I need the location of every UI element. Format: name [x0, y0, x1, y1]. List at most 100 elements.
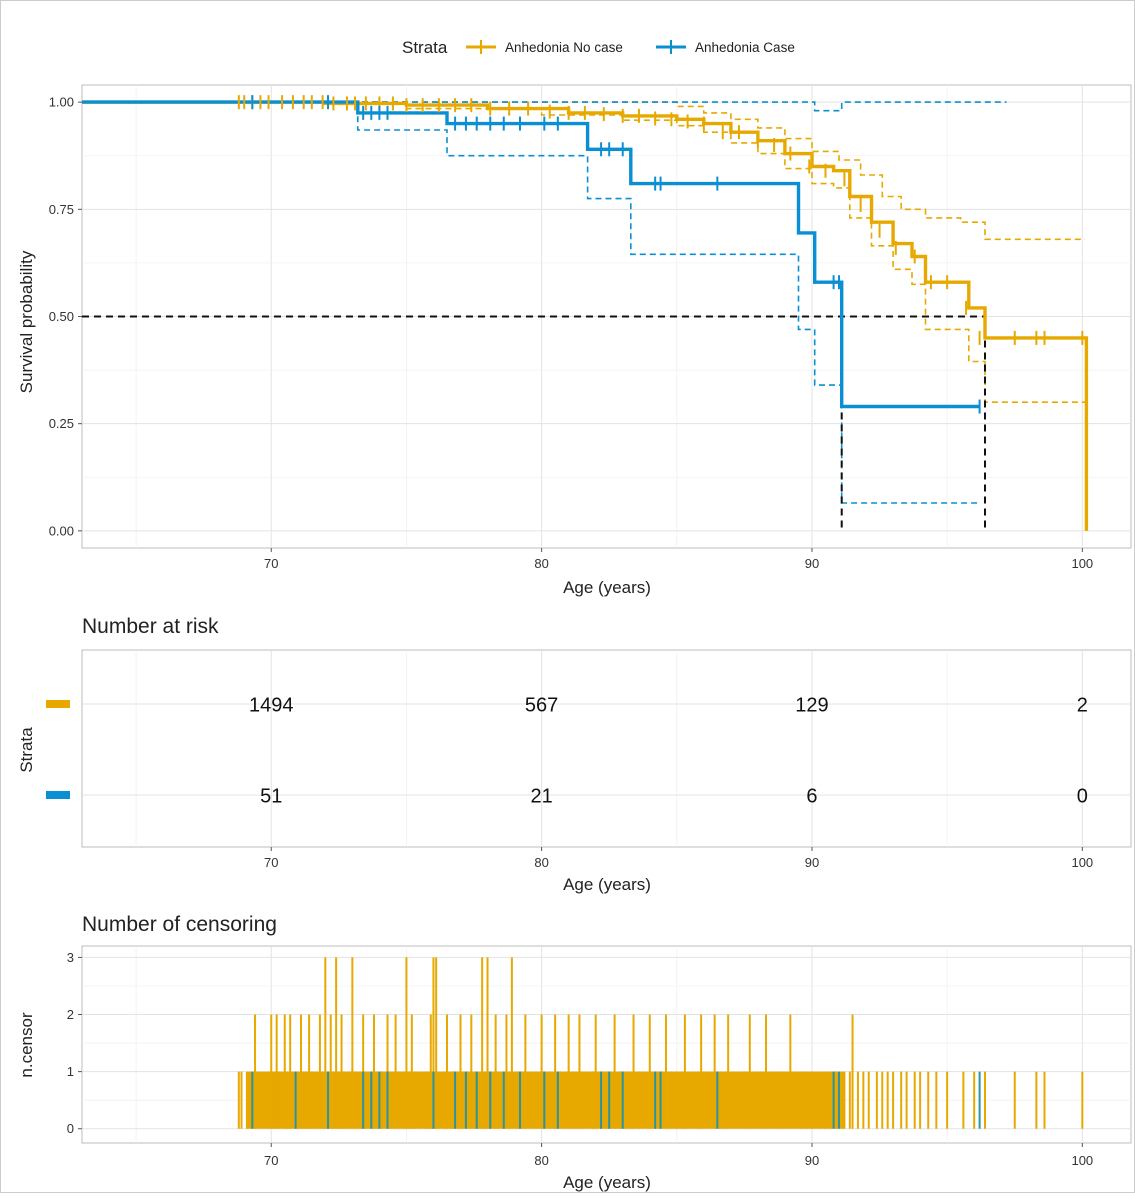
censor-bar-no-case-band — [498, 1071, 504, 1129]
censor-bar-no-case-band — [468, 1071, 477, 1129]
survival-y-ticks: 0.00 0.25 0.50 0.75 1.00 — [49, 95, 82, 538]
censoring-y-ticks: 0 1 2 3 — [67, 950, 82, 1136]
censor-bar-no-case-band — [693, 1071, 699, 1129]
censor-bar-no-case-band — [257, 1071, 264, 1129]
censor-bar-no-case-band — [295, 1071, 299, 1129]
censoring-title: Number of censoring — [82, 913, 277, 936]
censor-bar-no-case-band — [825, 1071, 831, 1129]
risk-x-tick-label: 70 — [264, 855, 278, 870]
censor-bar-no-case-band — [582, 1071, 588, 1129]
x-tick-label: 100 — [1071, 556, 1093, 571]
risk-x-tick-label: 90 — [805, 855, 819, 870]
censor-bar-no-case-band — [365, 1071, 372, 1129]
censor-bar-no-case-band — [490, 1071, 499, 1129]
censoring-x-ticks: 70 80 90 100 — [264, 1143, 1093, 1168]
censor-bar-no-case-band — [565, 1071, 575, 1129]
censor-bar-no-case-band — [755, 1071, 761, 1129]
risk-table-cells: 1494 567 129 2 51 21 6 0 — [46, 695, 1088, 808]
censor-bar-no-case-band — [544, 1071, 550, 1129]
censor-bar-no-case-band — [246, 1071, 253, 1129]
x-tick-label: 80 — [534, 556, 548, 571]
censor-bar-no-case-band — [698, 1071, 707, 1129]
censor-bar-no-case-band — [444, 1071, 453, 1129]
survival-curves — [82, 100, 1089, 531]
legend-label-case: Anhedonia Case — [695, 40, 795, 55]
censor-bar-no-case-band — [676, 1071, 683, 1129]
risk-row-swatch — [46, 700, 70, 708]
survival-y-axis-label: Survival probability — [17, 250, 36, 393]
censor-bar-no-case-band — [522, 1071, 531, 1129]
censor-bar-no-case-band — [671, 1071, 677, 1129]
legend: Strata Anhedonia No case Anhedonia Case — [402, 38, 795, 57]
censor-bar-no-case-band — [625, 1071, 631, 1129]
censor-bar-no-case-band — [725, 1071, 734, 1129]
censor-bar-no-case-band — [414, 1071, 420, 1129]
risk-cell: 2 — [1077, 695, 1088, 717]
risk-cell: 21 — [530, 786, 552, 808]
survival-x-ticks: 70 80 90 100 — [264, 548, 1093, 571]
censor-x-tick-label: 80 — [534, 1153, 548, 1168]
risk-cell: 567 — [525, 695, 558, 717]
censor-bar-no-case-band — [738, 1071, 745, 1129]
risk-cell: 129 — [795, 695, 828, 717]
risk-cell: 51 — [260, 786, 282, 808]
censor-bar-no-case-band — [303, 1071, 307, 1129]
censor-bar-no-case-band — [720, 1071, 726, 1129]
survival-curve-case — [82, 100, 980, 409]
censor-bar-no-case-band — [795, 1071, 802, 1129]
ci-upper-no-case — [82, 101, 1085, 241]
median-lines — [82, 315, 987, 531]
legend-title: Strata — [402, 38, 448, 57]
censor-bar-no-case-band — [592, 1071, 602, 1129]
legend-label-no-case: Anhedonia No case — [505, 40, 623, 55]
censor-x-tick-label: 70 — [264, 1153, 278, 1168]
censor-bar-no-case-band — [398, 1071, 404, 1129]
censor-bar-no-case-band — [806, 1071, 812, 1129]
censor-bar-no-case-band — [425, 1071, 429, 1129]
ci-lower-no-case — [82, 101, 1085, 403]
censor-bar-no-case-band — [782, 1071, 796, 1129]
risk-table-frame — [81, 649, 1132, 848]
censor-bar-no-case-band — [438, 1071, 445, 1129]
censor-bar-no-case-band — [390, 1071, 399, 1129]
censor-bar-no-case-band — [263, 1071, 269, 1129]
risk-table-x-ticks: 70 80 90 100 — [264, 847, 1093, 870]
y-tick-label: 0.00 — [49, 523, 74, 538]
y-tick-label: 0.50 — [49, 309, 74, 324]
censor-bar-no-case-band — [355, 1071, 361, 1129]
risk-table-x-axis-label: Age (years) — [563, 875, 651, 894]
censor-bar-no-case-band — [801, 1071, 807, 1129]
censor-bar-no-case-band — [536, 1071, 545, 1129]
censor-bar-no-case-band — [530, 1071, 537, 1129]
censor-y-tick-label: 0 — [67, 1121, 74, 1136]
survival-panel: 0.00 0.25 0.50 0.75 1.00 70 80 90 100 Age (year… — [17, 84, 1132, 597]
censor-bar-no-case-band — [776, 1071, 783, 1129]
risk-x-tick-label: 100 — [1071, 855, 1093, 870]
risk-table-y-axis-label: Strata — [17, 727, 36, 773]
risk-cell: 6 — [806, 786, 817, 808]
y-tick-label: 0.25 — [49, 416, 74, 431]
censor-bar-no-case-band — [733, 1071, 739, 1129]
censor-x-tick-label: 90 — [805, 1153, 819, 1168]
survival-x-axis-label: Age (years) — [563, 578, 651, 597]
censor-bar-no-case-band — [601, 1071, 607, 1129]
y-tick-label: 0.75 — [49, 202, 74, 217]
censoring-y-axis-label: n.censor — [17, 1012, 36, 1078]
censoring-x-axis-label: Age (years) — [563, 1173, 651, 1192]
censor-bar-no-case-band — [344, 1071, 350, 1129]
risk-table-grid — [82, 650, 1131, 847]
y-tick-label: 1.00 — [49, 95, 74, 110]
risk-x-tick-label: 80 — [534, 855, 548, 870]
censor-bar-no-case-band — [279, 1071, 288, 1129]
censor-bar-no-case-band — [287, 1071, 296, 1129]
censor-bar-no-case-band — [836, 1071, 845, 1129]
censor-bar-no-case-band — [630, 1071, 639, 1129]
censoring-bars — [237, 957, 1084, 1129]
censor-bar-no-case-band — [655, 1071, 661, 1129]
risk-cell: 0 — [1077, 786, 1088, 808]
censor-bar-no-case-band — [419, 1071, 426, 1129]
censor-bar-no-case-band — [382, 1071, 391, 1129]
censor-bar-no-case-band — [314, 1071, 323, 1129]
